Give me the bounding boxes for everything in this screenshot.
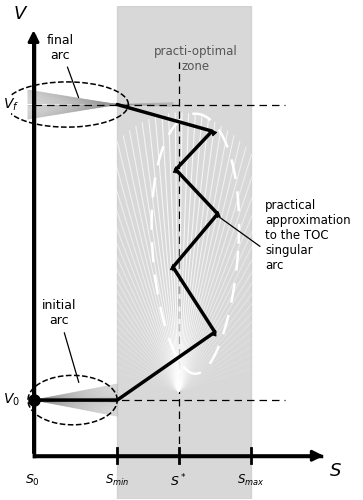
Text: $S^*$: $S^*$ — [170, 473, 187, 490]
Text: initial
arc: initial arc — [41, 300, 79, 382]
Text: $S_{max}$: $S_{max}$ — [237, 473, 265, 488]
Text: final
arc: final arc — [47, 34, 79, 98]
Text: $V_0$: $V_0$ — [3, 392, 20, 408]
Text: $V$: $V$ — [13, 5, 28, 23]
Bar — [117, 6, 251, 498]
Text: $S$: $S$ — [329, 462, 342, 480]
Text: $S_{min}$: $S_{min}$ — [105, 473, 130, 488]
Text: $S_0$: $S_0$ — [25, 473, 40, 488]
Text: practical
approximation
to the TOC
singular
arc: practical approximation to the TOC singu… — [265, 198, 351, 272]
Text: practi-optimal
zone: practi-optimal zone — [154, 44, 237, 72]
Text: $V_f$: $V_f$ — [3, 96, 20, 112]
